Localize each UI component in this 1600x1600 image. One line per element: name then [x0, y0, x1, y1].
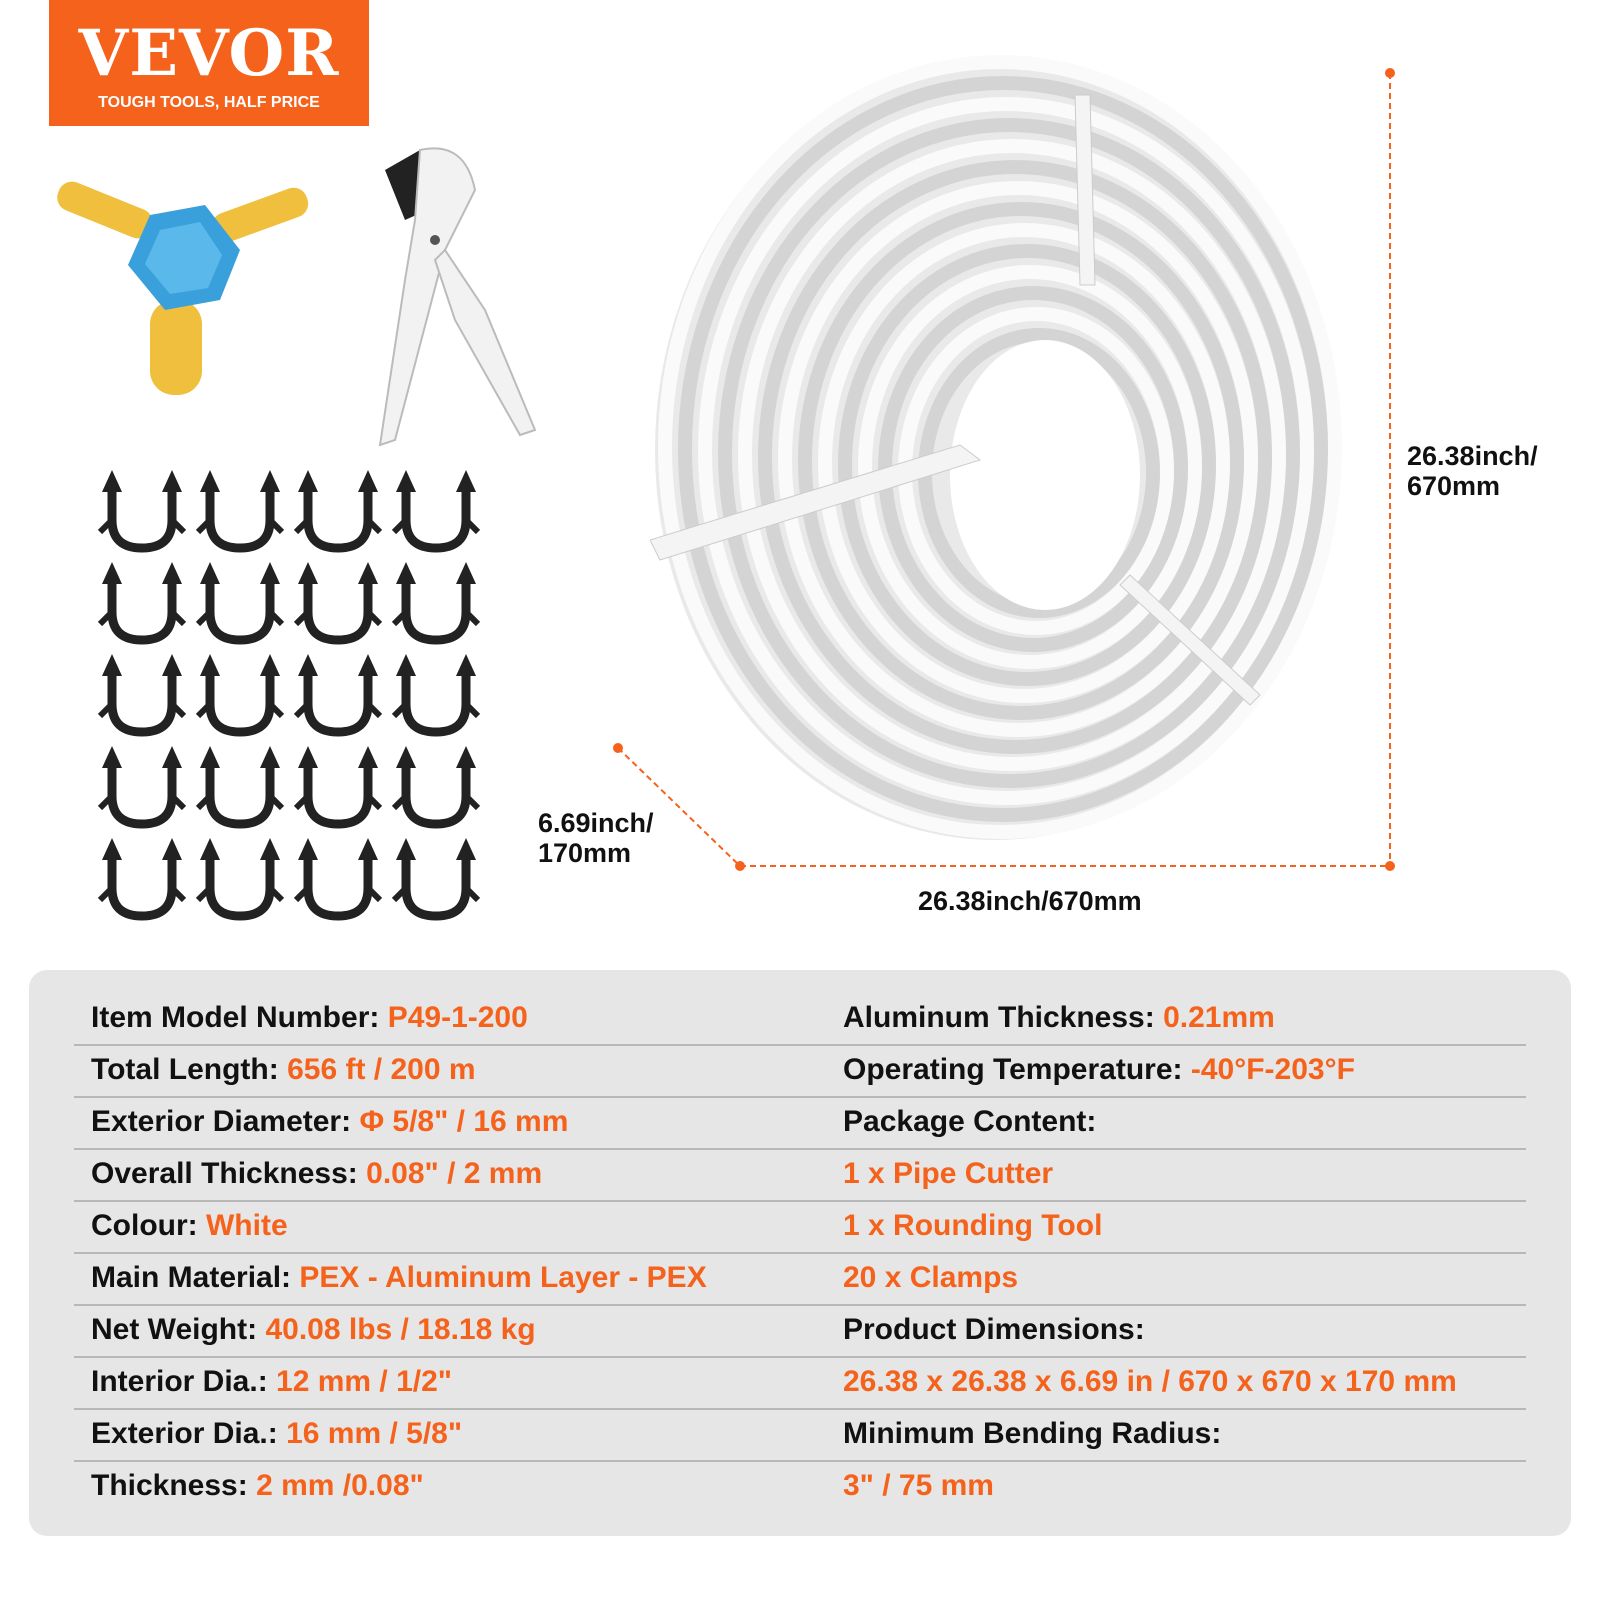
spec-row-right: 26.38 x 26.38 x 6.69 in / 670 x 670 x 17… — [843, 1356, 1457, 1408]
clamp — [391, 746, 481, 829]
pex-pipe-coil-image — [650, 55, 1342, 840]
dimension-lines — [613, 68, 1395, 871]
spec-label: Exterior Dia.: — [91, 1417, 278, 1450]
spec-label: Minimum Bending Radius: — [843, 1417, 1222, 1450]
clamp — [97, 746, 187, 829]
row-divider — [74, 1408, 1526, 1410]
clamp — [391, 470, 481, 553]
spec-value: 16 mm / 5/8" — [286, 1417, 463, 1450]
logo-tagline: TOUGH TOOLS, HALF PRICE — [98, 94, 320, 111]
clamp — [293, 562, 383, 645]
clamp — [293, 838, 383, 921]
spec-label: Aluminum Thickness: — [843, 1001, 1155, 1034]
row-divider — [74, 1304, 1526, 1306]
spec-row-right: 3" / 75 mm — [843, 1460, 994, 1512]
spec-value: 1 x Rounding Tool — [843, 1209, 1103, 1242]
row-divider — [74, 1096, 1526, 1098]
clamp — [97, 654, 187, 737]
spec-row-right: Minimum Bending Radius: — [843, 1408, 1221, 1460]
row-divider — [74, 1356, 1526, 1358]
spec-row-right: 1 x Pipe Cutter — [843, 1148, 1053, 1200]
spec-label: Item Model Number: — [91, 1001, 380, 1034]
spec-row-left: Colour: White — [91, 1200, 288, 1252]
spec-row-left: Item Model Number: P49-1-200 — [91, 992, 528, 1044]
spec-row-left: Total Length: 656 ft / 200 m — [91, 1044, 476, 1096]
specs-panel: Item Model Number: P49-1-200 Total Length… — [29, 970, 1571, 1536]
spec-row-right: Package Content: — [843, 1096, 1096, 1148]
clamp — [195, 654, 285, 737]
spec-row-left: Main Material: PEX - Aluminum Layer - PE… — [91, 1252, 707, 1304]
spec-value: -40°F-203°F — [1190, 1053, 1355, 1086]
spec-row-left: Exterior Diameter: Φ 5/8" / 16 mm — [91, 1096, 568, 1148]
spec-value: 0.08" / 2 mm — [366, 1157, 543, 1190]
spec-label: Main Material: — [91, 1261, 292, 1294]
spec-value: 12 mm / 1/2" — [276, 1365, 453, 1398]
clamp — [195, 746, 285, 829]
spec-row-left: Exterior Dia.: 16 mm / 5/8" — [91, 1408, 462, 1460]
spec-value: 1 x Pipe Cutter — [843, 1157, 1054, 1190]
spec-row-right: 20 x Clamps — [843, 1252, 1018, 1304]
rounding-tool-image — [57, 181, 309, 395]
height-dimension-label: 26.38inch/670mm — [1407, 441, 1538, 501]
spec-row-right: Operating Temperature: -40°F-203°F — [843, 1044, 1355, 1096]
pipe-cutter-image — [378, 147, 537, 447]
row-divider — [74, 1460, 1526, 1462]
spec-row-right: Aluminum Thickness: 0.21mm — [843, 992, 1275, 1044]
row-divider — [74, 1200, 1526, 1202]
spec-value: 3" / 75 mm — [843, 1469, 994, 1502]
spec-label: Net Weight: — [91, 1313, 258, 1346]
spec-value: 656 ft / 200 m — [287, 1053, 476, 1086]
clamps-image — [97, 470, 481, 921]
spec-value: 2 mm /0.08" — [256, 1469, 424, 1502]
spec-label: Overall Thickness: — [91, 1157, 358, 1190]
spec-row-right: Product Dimensions: — [843, 1304, 1145, 1356]
spec-label: Total Length: — [91, 1053, 279, 1086]
spec-value: White — [205, 1209, 288, 1242]
clamp — [195, 838, 285, 921]
depth-dimension-label: 6.69inch/170mm — [538, 808, 654, 868]
clamp — [195, 562, 285, 645]
clamp — [293, 470, 383, 553]
clamp — [195, 470, 285, 553]
spec-value: 20 x Clamps — [843, 1261, 1019, 1294]
clamp — [97, 562, 187, 645]
spec-label: Package Content: — [843, 1105, 1097, 1138]
clamp — [391, 562, 481, 645]
spec-row-left: Thickness: 2 mm /0.08" — [91, 1460, 424, 1512]
spec-row-left: Interior Dia.: 12 mm / 1/2" — [91, 1356, 452, 1408]
spec-label: Product Dimensions: — [843, 1313, 1145, 1346]
spec-value: PEX - Aluminum Layer - PEX — [299, 1261, 707, 1294]
clamp — [293, 654, 383, 737]
spec-row-right: 1 x Rounding Tool — [843, 1200, 1102, 1252]
clamp — [97, 470, 187, 553]
spec-label: Thickness: — [91, 1469, 248, 1502]
row-divider — [74, 1044, 1526, 1046]
row-divider — [74, 1252, 1526, 1254]
spec-row-left: Net Weight: 40.08 lbs / 18.18 kg — [91, 1304, 536, 1356]
spec-label: Colour: — [91, 1209, 198, 1242]
spec-value: P49-1-200 — [387, 1001, 528, 1034]
spec-label: Exterior Diameter: — [91, 1105, 352, 1138]
clamp — [293, 746, 383, 829]
spec-label: Operating Temperature: — [843, 1053, 1183, 1086]
spec-row-left: Overall Thickness: 0.08" / 2 mm — [91, 1148, 542, 1200]
clamp — [391, 838, 481, 921]
vevor-logo: VEVOR TOUGH TOOLS, HALF PRICE — [49, 0, 369, 126]
logo-brand: VEVOR — [78, 16, 340, 91]
spec-value: 0.21mm — [1163, 1001, 1275, 1034]
row-divider — [74, 1148, 1526, 1150]
clamp — [97, 838, 187, 921]
clamp — [391, 654, 481, 737]
spec-value: 40.08 lbs / 18.18 kg — [265, 1313, 536, 1346]
spec-value: 26.38 x 26.38 x 6.69 in / 670 x 670 x 17… — [843, 1365, 1457, 1398]
spec-label: Interior Dia.: — [91, 1365, 268, 1398]
width-dimension-label: 26.38inch/670mm — [918, 886, 1142, 916]
spec-value: Φ 5/8" / 16 mm — [359, 1105, 569, 1138]
